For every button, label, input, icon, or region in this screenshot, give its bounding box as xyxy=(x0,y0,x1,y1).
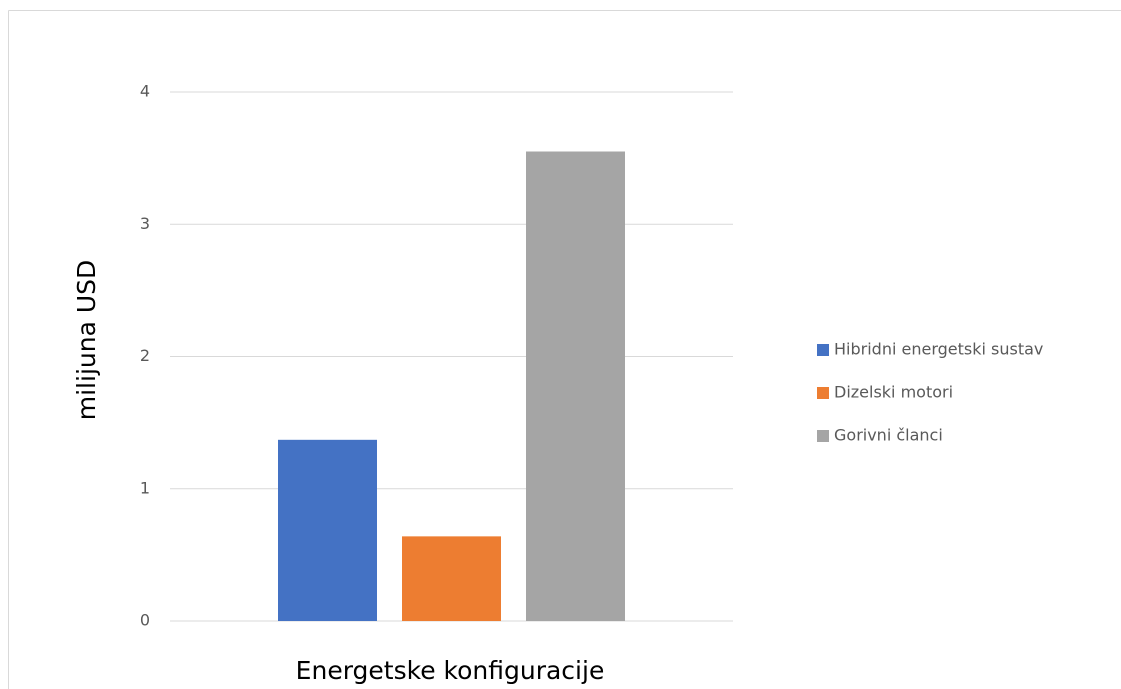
y-tick-label: 0 xyxy=(140,611,150,630)
legend-label: Dizelski motori xyxy=(834,383,953,402)
bar xyxy=(402,536,501,621)
legend-swatch xyxy=(817,387,829,399)
x-axis-title: Energetske konfiguracije xyxy=(296,656,605,685)
legend-swatch xyxy=(817,344,829,356)
y-tick-label: 3 xyxy=(140,214,150,233)
bar xyxy=(526,151,625,621)
legend-swatch xyxy=(817,430,829,442)
y-tick-label: 2 xyxy=(140,346,150,365)
y-axis-title: milijuna USD xyxy=(72,260,101,421)
y-tick-label: 4 xyxy=(140,82,150,101)
bar xyxy=(278,439,377,621)
y-tick-label: 1 xyxy=(140,478,150,497)
legend-label: Hibridni energetski sustav xyxy=(834,340,1043,359)
legend-label: Gorivni članci xyxy=(834,426,943,445)
